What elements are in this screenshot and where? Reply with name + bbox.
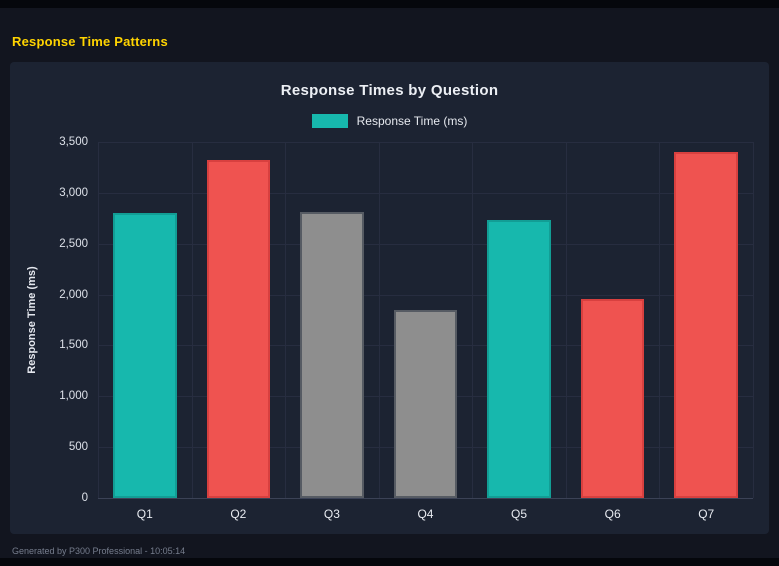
x-tick-label: Q6 bbox=[604, 507, 621, 521]
gridline-vertical bbox=[285, 142, 287, 498]
y-tick-label: 2,000 bbox=[59, 288, 88, 301]
bottom-strip bbox=[0, 558, 779, 566]
gridline-vertical bbox=[659, 142, 661, 498]
y-tick-label: 3,500 bbox=[59, 136, 88, 148]
y-tick-label: 500 bbox=[68, 441, 88, 454]
x-tick-label: Q5 bbox=[511, 507, 528, 521]
footer-text: Generated by P300 Professional - 10:05:1… bbox=[12, 546, 186, 556]
gridline-horizontal bbox=[98, 192, 753, 194]
page-title: Response Time Patterns bbox=[12, 34, 168, 49]
y-tick-label: 1,500 bbox=[59, 339, 88, 352]
bar-q3[interactable] bbox=[300, 212, 364, 498]
bar-q5[interactable] bbox=[487, 220, 551, 498]
gridline-vertical bbox=[565, 142, 567, 498]
gridline-vertical bbox=[472, 142, 474, 498]
bar-q1[interactable] bbox=[112, 213, 177, 498]
bar-q6[interactable] bbox=[580, 298, 645, 498]
y-tick-label: 3,000 bbox=[59, 186, 88, 199]
y-tick-label: 2,500 bbox=[59, 237, 88, 250]
gridline-vertical bbox=[378, 142, 380, 498]
y-tick-label: 1,000 bbox=[59, 390, 88, 403]
x-tick-label: Q7 bbox=[698, 507, 715, 521]
bars-layer bbox=[98, 142, 753, 498]
bar-q4[interactable] bbox=[393, 309, 458, 498]
gridline-horizontal bbox=[98, 498, 753, 499]
chart-panel: Response Times by Question Response Time… bbox=[10, 62, 769, 534]
gridline-vertical bbox=[98, 142, 99, 498]
top-strip bbox=[0, 0, 779, 8]
plot-area: Response Time (ms) 0 500 1,000 1,500 2,000 2,… bbox=[26, 136, 754, 521]
legend-item[interactable]: Response Time (ms) bbox=[10, 114, 769, 128]
gridline-horizontal bbox=[98, 142, 753, 143]
bar-q7[interactable] bbox=[674, 152, 739, 498]
y-axis-title: Response Time (ms) bbox=[26, 266, 38, 374]
chart-title: Response Times by Question bbox=[280, 82, 499, 99]
x-tick-label: Q2 bbox=[230, 507, 247, 521]
y-tick-label: 0 bbox=[81, 492, 88, 504]
y-ticks: 0 500 1,000 1,500 2,000 2,500 3,000 3,500 bbox=[59, 136, 753, 504]
gridline-vertical bbox=[753, 142, 754, 498]
gridline-horizontal bbox=[98, 294, 753, 296]
legend-swatch bbox=[311, 114, 348, 128]
x-tick-label: Q4 bbox=[417, 507, 434, 521]
x-tick-label: Q1 bbox=[136, 507, 153, 521]
gridline-vertical bbox=[191, 142, 193, 498]
bar-q2[interactable] bbox=[206, 160, 271, 498]
x-ticks: Q1 Q2 Q3 Q4 Q5 Q6 Q7 bbox=[98, 142, 753, 521]
gridline-horizontal bbox=[98, 243, 753, 245]
legend-label: Response Time (ms) bbox=[356, 114, 468, 128]
x-tick-label: Q3 bbox=[323, 507, 340, 521]
